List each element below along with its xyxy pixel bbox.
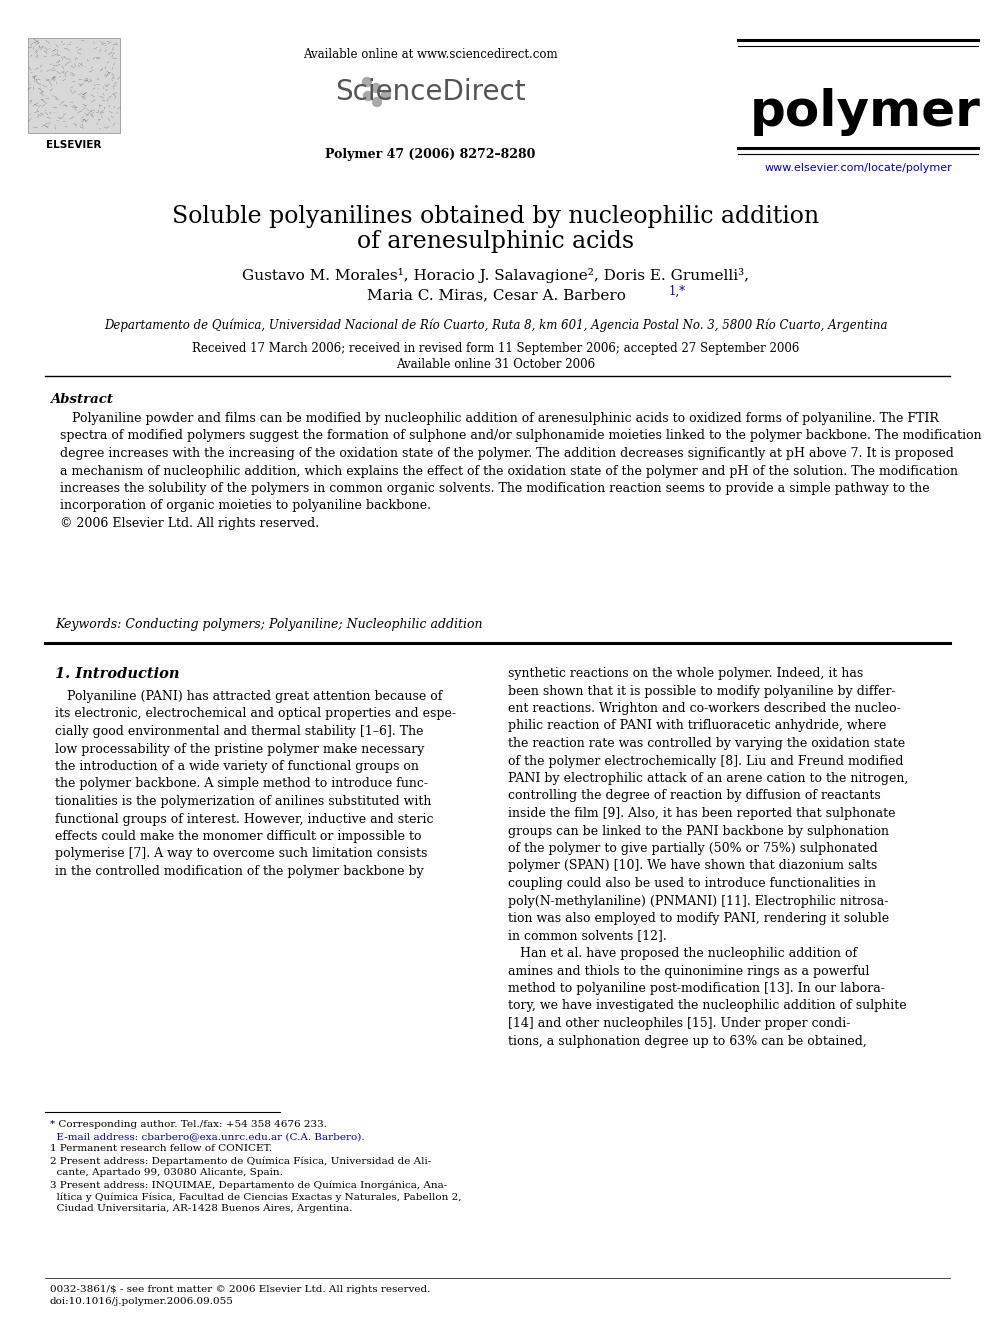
Text: Departamento de Química, Universidad Nacional de Río Cuarto, Ruta 8, km 601, Age: Departamento de Química, Universidad Nac…	[104, 318, 888, 332]
Circle shape	[363, 91, 373, 101]
Text: Available online 31 October 2006: Available online 31 October 2006	[397, 359, 595, 370]
Text: Received 17 March 2006; received in revised form 11 September 2006; accepted 27 : Received 17 March 2006; received in revi…	[192, 343, 800, 355]
Text: * Corresponding author. Tel./fax: +54 358 4676 233.: * Corresponding author. Tel./fax: +54 35…	[50, 1121, 327, 1129]
Text: Polyaniline powder and films can be modified by nucleophilic addition of arenesu: Polyaniline powder and films can be modi…	[60, 411, 982, 531]
Text: Polymer 47 (2006) 8272–8280: Polymer 47 (2006) 8272–8280	[324, 148, 536, 161]
Text: E-mail address: cbarbero@exa.unrc.edu.ar (C.A. Barbero).: E-mail address: cbarbero@exa.unrc.edu.ar…	[50, 1132, 365, 1140]
Text: synthetic reactions on the whole polymer. Indeed, it has
been shown that it is p: synthetic reactions on the whole polymer…	[508, 667, 909, 1048]
Text: 1 Permanent research fellow of CONICET.: 1 Permanent research fellow of CONICET.	[50, 1144, 272, 1154]
Text: Polyaniline (PANI) has attracted great attention because of
its electronic, elec: Polyaniline (PANI) has attracted great a…	[55, 691, 456, 878]
Text: 0032-3861/$ - see front matter © 2006 Elsevier Ltd. All rights reserved.: 0032-3861/$ - see front matter © 2006 El…	[50, 1285, 431, 1294]
Circle shape	[371, 83, 381, 93]
Text: ScienceDirect: ScienceDirect	[334, 78, 526, 106]
Text: Abstract: Abstract	[50, 393, 113, 406]
Circle shape	[382, 90, 391, 99]
Circle shape	[373, 98, 382, 106]
Text: www.elsevier.com/locate/polymer: www.elsevier.com/locate/polymer	[764, 163, 952, 173]
Text: 1. Introduction: 1. Introduction	[55, 667, 180, 681]
Text: Available online at www.sciencedirect.com: Available online at www.sciencedirect.co…	[303, 48, 558, 61]
Bar	[28, 38, 120, 134]
Text: doi:10.1016/j.polymer.2006.09.055: doi:10.1016/j.polymer.2006.09.055	[50, 1297, 234, 1306]
Text: Maria C. Miras, Cesar A. Barbero: Maria C. Miras, Cesar A. Barbero	[367, 288, 625, 302]
Text: lítica y Química Física, Facultad de Ciencias Exactas y Naturales, Pabellon 2,: lítica y Química Física, Facultad de Cie…	[50, 1192, 461, 1201]
Text: of arenesulphinic acids: of arenesulphinic acids	[357, 230, 635, 253]
Text: Soluble polyanilines obtained by nucleophilic addition: Soluble polyanilines obtained by nucleop…	[173, 205, 819, 228]
Text: 2 Present address: Departamento de Química Física, Universidad de Ali-: 2 Present address: Departamento de Quími…	[50, 1156, 432, 1166]
Text: Keywords: Conducting polymers; Polyaniline; Nucleophilic addition: Keywords: Conducting polymers; Polyanili…	[55, 618, 482, 631]
Text: polymer: polymer	[750, 89, 980, 136]
Text: 3 Present address: INQUIMAE, Departamento de Química Inorgánica, Ana-: 3 Present address: INQUIMAE, Departament…	[50, 1180, 447, 1189]
Text: 1,*: 1,*	[669, 284, 686, 298]
Text: Ciudad Universitaria, AR-1428 Buenos Aires, Argentina.: Ciudad Universitaria, AR-1428 Buenos Air…	[50, 1204, 352, 1213]
Text: Gustavo M. Morales¹, Horacio J. Salavagione², Doris E. Grumelli³,: Gustavo M. Morales¹, Horacio J. Salavagi…	[242, 269, 750, 283]
Text: cante, Apartado 99, 03080 Alicante, Spain.: cante, Apartado 99, 03080 Alicante, Spai…	[50, 1168, 283, 1177]
Circle shape	[362, 78, 371, 86]
Text: ELSEVIER: ELSEVIER	[47, 140, 102, 149]
